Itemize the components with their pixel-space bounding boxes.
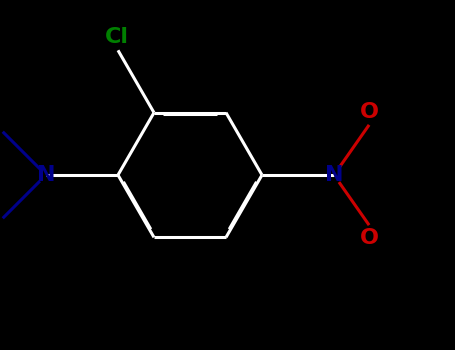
Text: O: O <box>359 102 379 122</box>
Text: O: O <box>359 228 379 248</box>
Text: Cl: Cl <box>105 27 129 47</box>
Text: N: N <box>37 165 55 185</box>
Text: N: N <box>325 165 343 185</box>
